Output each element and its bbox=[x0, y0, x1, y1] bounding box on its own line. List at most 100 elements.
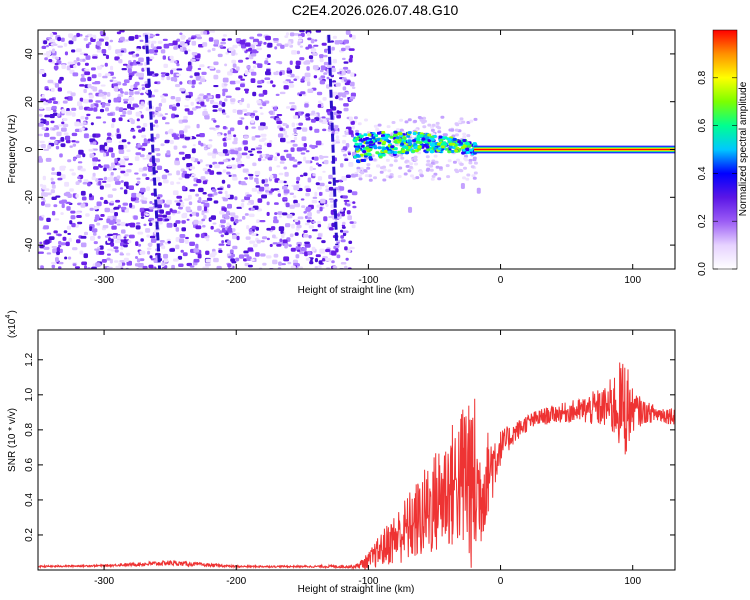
heatmap-cell bbox=[164, 218, 170, 222]
heatmap-cell bbox=[193, 219, 199, 225]
heatmap-cell bbox=[186, 218, 190, 221]
heatmap-cell bbox=[63, 132, 69, 136]
heatmap-cell bbox=[305, 192, 310, 197]
heatmap-cell bbox=[300, 91, 306, 95]
heatmap-cell bbox=[118, 40, 123, 43]
heatmap-cell bbox=[41, 201, 45, 206]
heatmap-cell bbox=[176, 102, 180, 107]
heatmap-cell bbox=[182, 252, 188, 257]
heatmap-cell bbox=[276, 243, 282, 247]
heatmap-cell bbox=[85, 55, 91, 60]
heatmap-cell bbox=[180, 34, 186, 40]
heatmap-cell bbox=[260, 253, 266, 257]
heatmap-cell bbox=[279, 161, 285, 164]
heatmap-cell bbox=[286, 153, 292, 159]
heatmap-cell bbox=[304, 243, 311, 248]
heatmap-cell bbox=[251, 126, 256, 129]
heatmap-cell bbox=[289, 233, 294, 238]
heatmap-cell bbox=[299, 57, 305, 61]
heatmap-cell bbox=[462, 139, 467, 142]
snr-ylabel: SNR (10 * v/v) bbox=[7, 408, 18, 472]
heatmap-cell bbox=[123, 244, 128, 248]
heatmap-cell bbox=[72, 72, 79, 77]
heatmap-cell bbox=[105, 41, 109, 46]
heatmap-cell bbox=[89, 193, 93, 198]
heatmap-cell bbox=[122, 156, 129, 159]
heatmap-cell bbox=[204, 263, 211, 267]
heatmap-cell bbox=[104, 146, 109, 150]
y-tick-label: 0.4 bbox=[24, 493, 35, 507]
heatmap-cell bbox=[113, 97, 119, 103]
heatmap-cell bbox=[173, 145, 178, 150]
heatmap-cell bbox=[209, 253, 216, 258]
heatmap-cell bbox=[247, 150, 253, 153]
heatmap-cell bbox=[345, 257, 349, 261]
heatmap-cell bbox=[136, 222, 141, 225]
heatmap-cell bbox=[91, 74, 97, 79]
heatmap-cell bbox=[340, 239, 346, 243]
heatmap-cell bbox=[435, 165, 440, 169]
heatmap-cell bbox=[229, 212, 236, 216]
heatmap-cell bbox=[430, 137, 435, 141]
heatmap-cell bbox=[71, 36, 77, 42]
heatmap-cell bbox=[44, 114, 51, 118]
heatmap-cell bbox=[206, 93, 211, 96]
heatmap-cell bbox=[442, 141, 447, 145]
heatmap-cell bbox=[204, 115, 210, 120]
heatmap-cell bbox=[234, 219, 239, 224]
heatmap-cell bbox=[437, 130, 442, 134]
heatmap-cell bbox=[390, 145, 395, 149]
heatmap-cell bbox=[225, 51, 230, 55]
heatmap-cell bbox=[118, 149, 125, 154]
heatmap-cell bbox=[298, 122, 303, 126]
heatmap-cell bbox=[81, 196, 87, 201]
heatmap-cell bbox=[350, 72, 355, 77]
heatmap-cell bbox=[195, 193, 199, 197]
x-tick-label: 100 bbox=[624, 576, 641, 587]
heatmap-cell bbox=[413, 146, 418, 150]
heatmap-cell bbox=[97, 246, 101, 249]
heatmap-cell bbox=[49, 38, 55, 43]
heatmap-cell bbox=[116, 223, 121, 226]
heatmap-cell bbox=[252, 110, 258, 113]
heatmap-cell bbox=[294, 219, 299, 222]
heatmap-cell bbox=[227, 164, 232, 168]
heatmap-cell bbox=[174, 60, 178, 64]
heatmap-cell bbox=[132, 135, 136, 139]
heatmap-cell bbox=[413, 155, 418, 159]
heatmap-cell bbox=[227, 227, 233, 233]
heatmap-cell bbox=[312, 52, 317, 56]
heatmap-cell bbox=[208, 139, 213, 142]
heatmap-cell bbox=[226, 222, 230, 227]
heatmap-cell bbox=[52, 109, 57, 113]
heatmap-cell bbox=[266, 54, 271, 58]
heatmap-cell bbox=[214, 163, 220, 169]
heatmap-cell bbox=[188, 201, 193, 206]
heatmap-cell bbox=[155, 176, 161, 182]
heatmap-cell bbox=[264, 183, 269, 187]
heatmap-cell bbox=[296, 127, 302, 130]
heatmap-cell bbox=[319, 54, 324, 59]
heatmap-cell bbox=[252, 60, 256, 64]
heatmap-cell bbox=[459, 169, 464, 173]
heatmap-cell bbox=[286, 106, 291, 109]
heatmap-cell bbox=[326, 76, 330, 80]
heatmap-cell bbox=[90, 122, 94, 126]
heatmap-cell bbox=[38, 251, 44, 254]
heatmap-cell bbox=[124, 91, 129, 95]
heatmap-cell bbox=[405, 151, 410, 155]
heatmap-cell bbox=[248, 228, 253, 233]
heatmap-cell bbox=[222, 77, 229, 83]
heatmap-cell bbox=[343, 230, 349, 234]
heatmap-cell bbox=[123, 257, 129, 262]
heatmap-cell bbox=[176, 170, 180, 176]
heatmap-cell bbox=[196, 123, 200, 129]
heatmap-cell bbox=[307, 37, 312, 41]
heatmap-cell bbox=[326, 65, 332, 68]
heatmap-cell bbox=[259, 106, 263, 110]
heatmap-cell bbox=[236, 206, 242, 209]
heatmap-cell bbox=[122, 83, 127, 86]
heatmap-cell bbox=[277, 193, 281, 197]
heatmap-cell bbox=[216, 228, 221, 232]
heatmap-cell bbox=[187, 61, 192, 67]
